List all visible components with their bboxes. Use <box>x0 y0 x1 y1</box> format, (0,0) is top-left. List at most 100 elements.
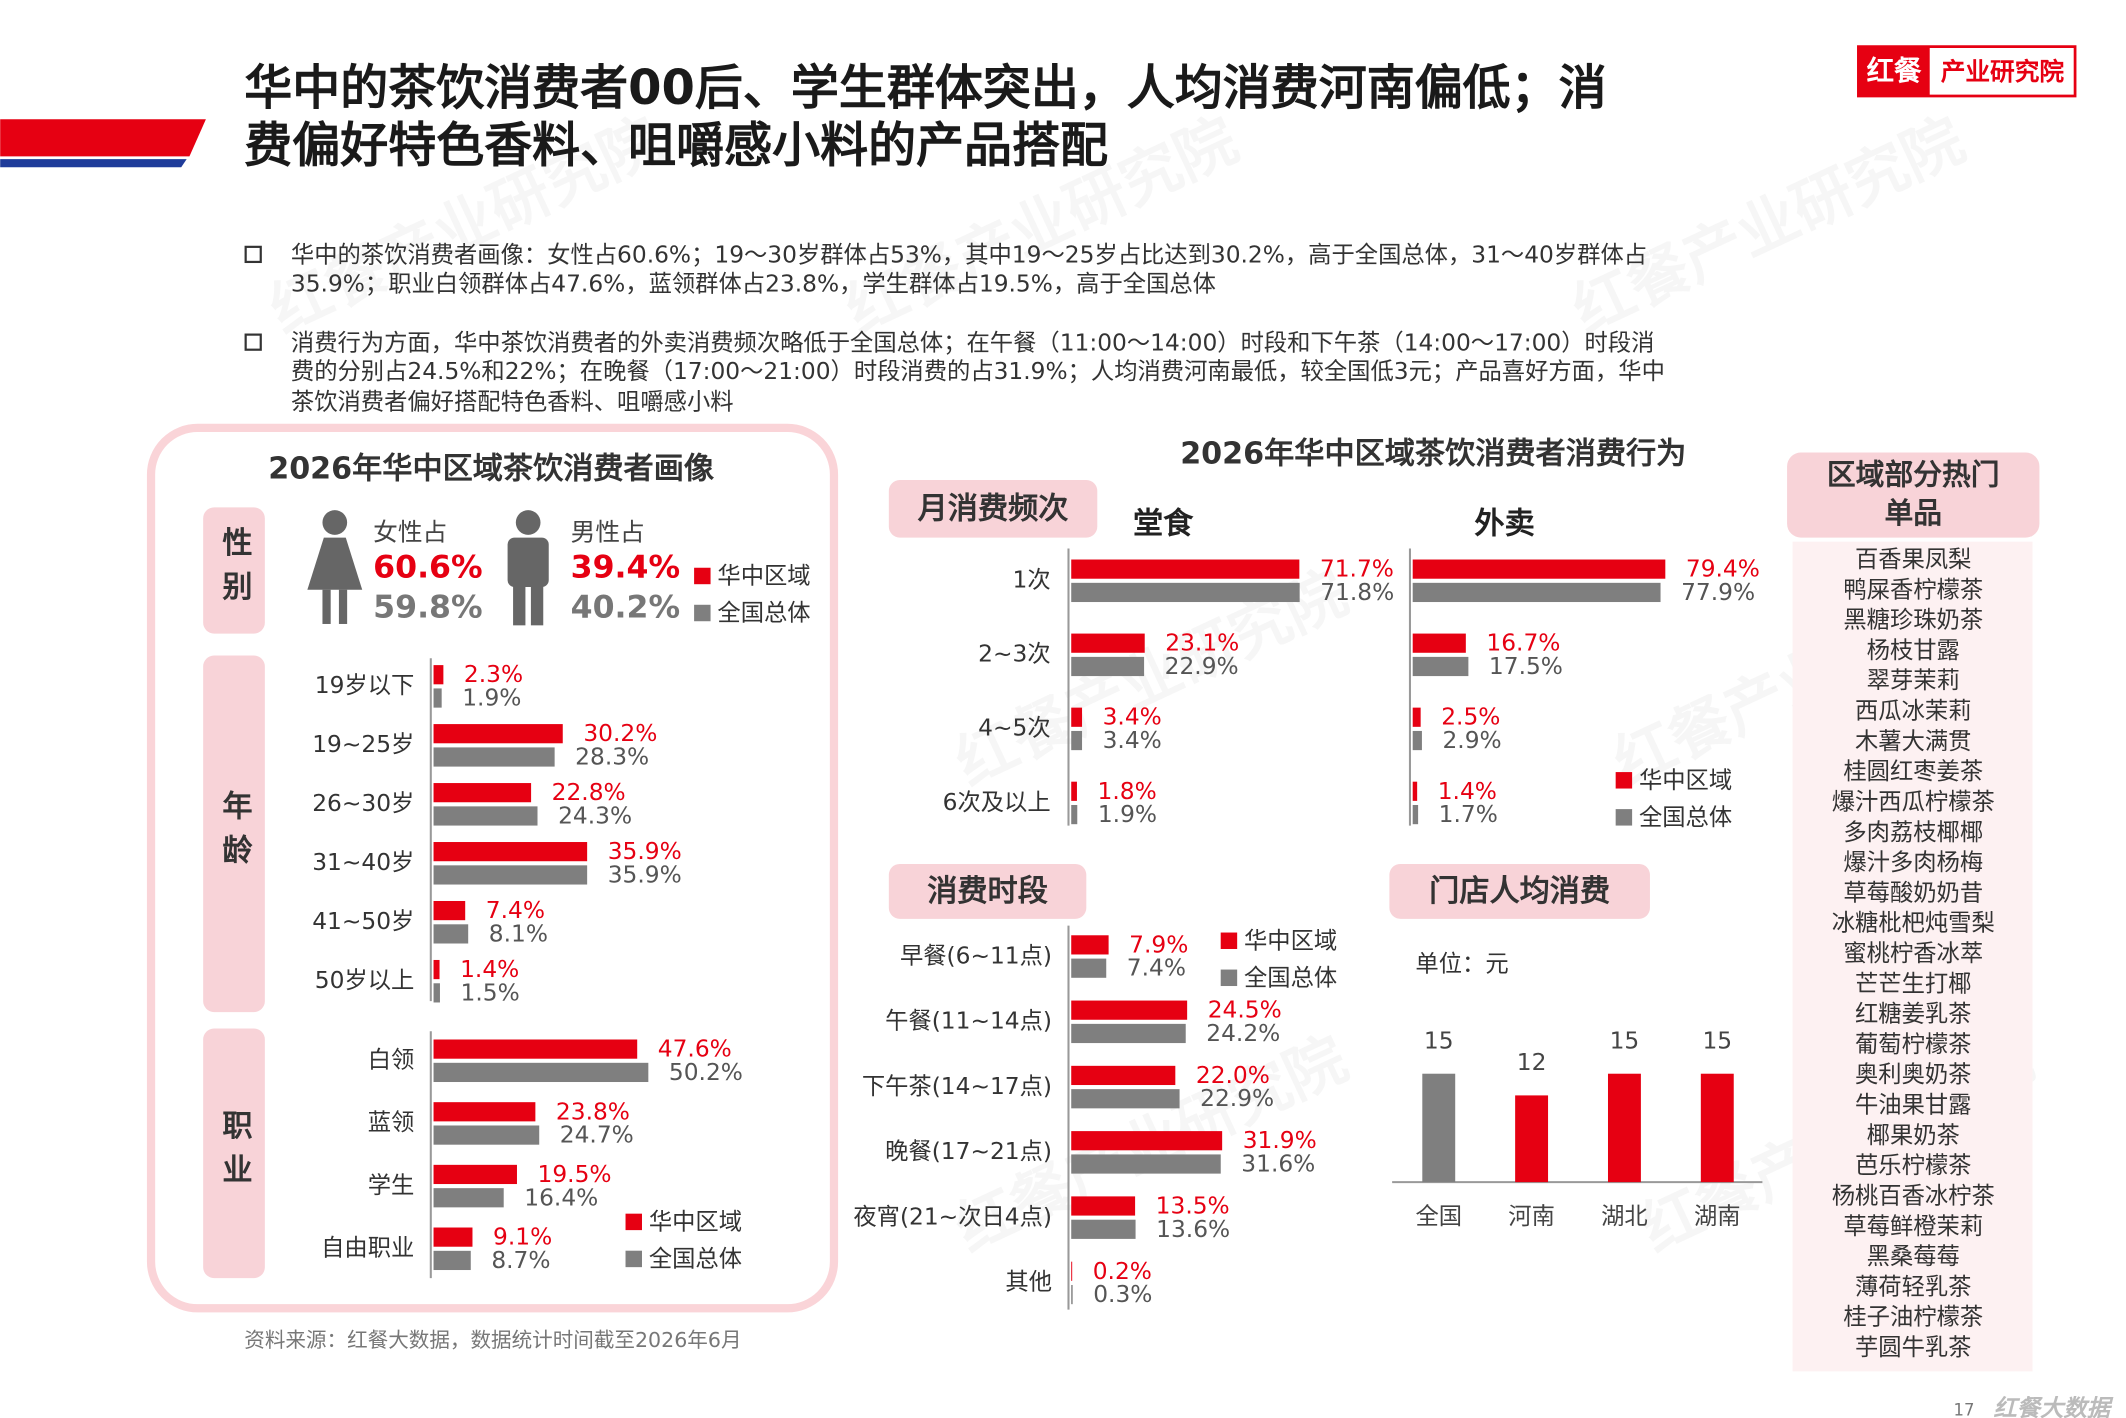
legend-swatch <box>1220 969 1238 987</box>
section-tag <box>1389 863 1650 919</box>
value-label: 1.9% <box>462 685 521 712</box>
value-label: 35.9% <box>608 838 682 865</box>
value-label: 22.8% <box>552 779 626 806</box>
category-label: 其他 <box>1005 1269 1052 1296</box>
bar <box>433 747 555 767</box>
portrait-title: 2026年华中区域茶饮消费者画像 <box>268 452 715 487</box>
hot-item: 翠芽茉莉 <box>1867 667 1960 694</box>
gender-value: 39.4% <box>571 550 680 586</box>
legend-swatch <box>625 1213 642 1231</box>
value-label: 35.9% <box>608 861 682 888</box>
value-label: 17.5% <box>1489 653 1563 680</box>
header-band <box>0 119 206 157</box>
value-label: 16.7% <box>1486 630 1560 657</box>
chart-subtitle: 外卖 <box>1474 506 1534 541</box>
category-label: 2~3次 <box>978 641 1050 668</box>
value-label: 2.3% <box>464 661 523 688</box>
header-stripe <box>0 159 187 168</box>
bar <box>1071 1219 1136 1239</box>
page-number: 17 <box>1954 1400 1975 1418</box>
hot-item: 奥利奥奶茶 <box>1855 1061 1971 1088</box>
value-label: 9.1% <box>493 1224 552 1251</box>
category-label: 湖北 <box>1601 1203 1648 1230</box>
value-label: 22.0% <box>1196 1062 1270 1089</box>
hot-item: 多肉荔枝椰椰 <box>1843 819 1983 846</box>
category-label: 全国 <box>1415 1203 1462 1230</box>
bar <box>1071 730 1083 751</box>
section-tag <box>203 655 265 1013</box>
legend-swatch <box>1220 932 1238 949</box>
gender-label: 男性占 <box>571 518 645 547</box>
bar <box>433 1039 638 1059</box>
value-label: 15 <box>1424 1027 1454 1054</box>
hot-item: 蜜桃柠香冰萃 <box>1843 940 1983 967</box>
value-label: 1.9% <box>1098 801 1157 828</box>
value-label: 23.1% <box>1165 630 1239 657</box>
category-label: 早餐(6~11点) <box>900 942 1052 969</box>
bar <box>433 1125 540 1145</box>
value-label: 8.7% <box>491 1247 550 1274</box>
bar <box>1071 582 1300 603</box>
legend-label: 华中区域 <box>1639 767 1732 794</box>
value-label: 22.9% <box>1200 1085 1274 1112</box>
section-label: 月消费频次 <box>918 491 1069 526</box>
bar <box>433 1250 471 1271</box>
value-label: 24.5% <box>1208 997 1282 1024</box>
hot-header-bg <box>1787 452 2040 538</box>
hot-title: 区域部分热门 <box>1827 457 2000 491</box>
value-label: 0.3% <box>1093 1281 1152 1308</box>
value-label: 8.1% <box>489 920 548 947</box>
section-tag <box>203 507 265 634</box>
hot-item: 黑糖珍珠奶茶 <box>1843 607 1983 634</box>
legend-label: 全国总体 <box>1639 804 1732 831</box>
bullet-box <box>244 245 262 264</box>
bar <box>1412 656 1469 677</box>
unit-label: 单位：元 <box>1415 951 1508 978</box>
hot-item: 西瓜冰茉莉 <box>1855 698 1971 725</box>
value-label: 71.7% <box>1320 556 1394 583</box>
category-label: 1次 <box>1013 567 1051 594</box>
value-label: 47.6% <box>658 1036 732 1063</box>
value-label: 16.4% <box>524 1184 598 1211</box>
bullet-text: 消费行为方面，华中茶饮消费者的外卖消费频次略低于全国总体；在午餐（11:00～1… <box>291 329 1655 356</box>
value-label: 2.9% <box>1442 727 1501 754</box>
bar <box>1071 1261 1073 1281</box>
value-label: 77.9% <box>1681 579 1755 606</box>
category-label: 4~5次 <box>978 715 1050 742</box>
value-label: 1.4% <box>1438 778 1497 805</box>
category-label: 41~50岁 <box>312 908 414 935</box>
legend-swatch <box>1615 772 1633 789</box>
bar <box>1071 559 1300 579</box>
gender-value: 59.8% <box>373 590 482 626</box>
category-label: 湖南 <box>1694 1203 1741 1230</box>
section-label: 年龄 <box>217 789 253 877</box>
value-label: 12 <box>1517 1049 1547 1076</box>
bar <box>433 900 466 921</box>
hot-item: 芒芒生打椰 <box>1855 970 1971 997</box>
footer-logo: 红餐大数据 <box>1994 1395 2114 1418</box>
legend-label: 全国总体 <box>717 600 810 627</box>
hot-item: 鸭屎香柠檬茶 <box>1843 576 1983 603</box>
hot-item: 芭乐柠檬茶 <box>1855 1152 1971 1179</box>
bar <box>1071 804 1078 825</box>
bar <box>1071 1154 1221 1174</box>
value-label: 50.2% <box>669 1059 743 1086</box>
bar <box>1422 1073 1456 1183</box>
value-label: 24.2% <box>1206 1020 1280 1047</box>
value-label: 2.5% <box>1441 704 1500 731</box>
category-label: 午餐(11~14点) <box>885 1008 1052 1035</box>
hot-item: 桂圆红枣姜茶 <box>1843 758 1983 785</box>
bar <box>433 688 442 708</box>
category-label: 蓝领 <box>368 1109 415 1136</box>
value-label: 3.4% <box>1103 727 1162 754</box>
value-label: 22.9% <box>1165 653 1239 680</box>
bar <box>1071 1089 1180 1109</box>
bar <box>433 1188 504 1208</box>
bar <box>1412 559 1666 579</box>
value-label: 24.7% <box>560 1122 634 1149</box>
value-label: 19.5% <box>538 1161 612 1188</box>
bar <box>433 924 469 944</box>
hot-item: 葡萄柠檬茶 <box>1855 1031 1971 1058</box>
logo-brand-bg <box>1858 46 1930 96</box>
